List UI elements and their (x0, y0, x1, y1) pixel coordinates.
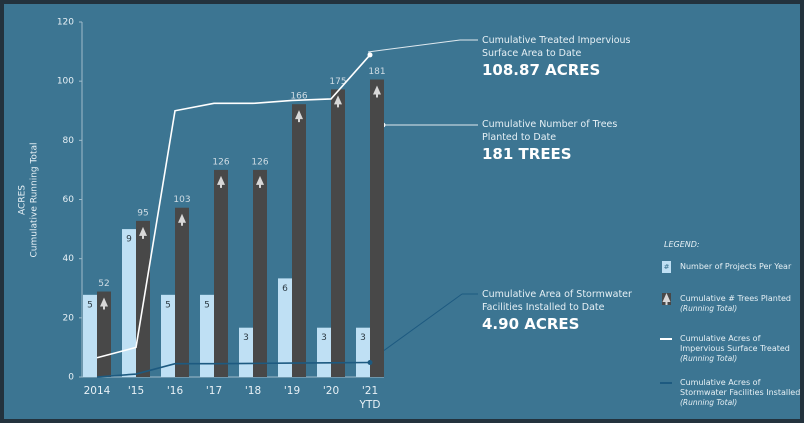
legend-item: Number of Projects Per Year (680, 262, 800, 272)
tree-icon (295, 110, 303, 123)
x-tick-label: 2014 (84, 385, 111, 397)
bar (356, 327, 370, 377)
bar (370, 79, 384, 378)
bar-value-label: 3 (360, 333, 366, 343)
bar (122, 229, 136, 377)
bar (214, 169, 228, 377)
dashboard: ACRES Cumulative Running Total 0 20 40 60 80… (4, 4, 800, 419)
legend-item: Cumulative Acres of Impervious Surface T… (680, 334, 800, 364)
legend-item: Cumulative Acres of Stormwater Facilitie… (680, 378, 800, 408)
bar (136, 220, 150, 377)
y-tick-label: 60 (63, 195, 75, 205)
legend-swatch (662, 261, 671, 273)
bar-value-label: 3 (243, 333, 249, 343)
bar-value-label: 103 (173, 195, 190, 205)
end-point (367, 52, 373, 58)
tree-icon (373, 85, 381, 98)
y-tick-label: 120 (57, 18, 74, 28)
x-tick-label: '20 (323, 385, 339, 397)
bar-value-label: 9 (126, 235, 132, 245)
bar-value-label: 5 (165, 300, 171, 310)
y-tick-label: 80 (63, 136, 75, 146)
x-tick-label: '17 (206, 385, 222, 397)
bar (175, 207, 189, 377)
tree-icon (100, 297, 108, 310)
legend-icon: # (664, 263, 670, 271)
bar (200, 294, 214, 377)
y-axis-label: Cumulative Running Total (30, 143, 40, 258)
bar (83, 294, 97, 377)
y-tick-label: 100 (57, 77, 74, 87)
bar-value-label: 95 (137, 208, 148, 218)
legend-item: Cumulative # Trees Planted (Running Total… (680, 294, 800, 314)
line (96, 54, 371, 359)
y-tick-label: 40 (63, 254, 75, 264)
tree-icon (217, 175, 225, 188)
bar-value-label: 3 (321, 333, 327, 343)
annotation: Cumulative Treated Impervious Surface Ar… (482, 34, 652, 80)
line (96, 361, 371, 378)
tree-icon (256, 175, 264, 188)
annotation: Cumulative Area of Stormwater Facilities… (482, 288, 642, 334)
legend-label: Number of Projects Per Year (680, 262, 792, 271)
bar (278, 278, 292, 377)
annotation-value: 108.87 ACRES (482, 61, 601, 79)
x-tick-note: YTD (359, 399, 381, 411)
bar (292, 104, 306, 377)
legend-title: LEGEND: (664, 240, 700, 249)
annotation-leader (367, 39, 461, 53)
tree-icon (139, 226, 147, 239)
annotation-text: Cumulative Number of Trees Planted to Da… (482, 119, 618, 143)
y-tick-label: 0 (68, 373, 74, 383)
x-tick-label: '19 (284, 385, 300, 397)
bar (239, 327, 253, 377)
tree-icon (178, 213, 186, 226)
annotation-value: 4.90 ACRES (482, 315, 580, 333)
annotation-text: Cumulative Treated Impervious Surface Ar… (482, 35, 631, 59)
x-tick-label: '21 (362, 385, 378, 397)
y-tick-label: 20 (63, 313, 75, 323)
bar-value-label: 166 (290, 92, 307, 102)
bar-value-label: 5 (87, 300, 93, 310)
x-tick-label: '16 (167, 385, 184, 397)
y-axis-label: ACRES (18, 185, 28, 215)
legend-note: (Running Total) (680, 398, 738, 407)
end-point (367, 360, 373, 366)
bar (331, 89, 345, 377)
chart: ACRES Cumulative Running Total 0 20 40 60 80… (18, 18, 672, 411)
legend-label: Cumulative # Trees Planted (680, 294, 791, 303)
annotation: Cumulative Number of Trees Planted to Da… (482, 118, 632, 164)
bar-value-label: 126 (212, 157, 229, 167)
bar-value-label: 6 (282, 284, 288, 294)
bar (253, 169, 267, 377)
legend-note: (Running Total) (680, 354, 738, 363)
bar-value-label: 52 (98, 279, 109, 289)
legend-label: Cumulative Acres of Stormwater Facilitie… (680, 378, 800, 397)
annotation-text: Cumulative Area of Stormwater Facilities… (482, 289, 632, 313)
bar-value-label: 175 (329, 77, 346, 87)
x-tick-label: '18 (245, 385, 261, 397)
bar (161, 294, 175, 377)
annotation-value: 181 TREES (482, 145, 572, 163)
tree-icon (662, 293, 671, 305)
legend-label: Cumulative Acres of Impervious Surface T… (680, 334, 790, 353)
bar-value-label: 126 (251, 157, 268, 167)
bar-value-label: 5 (204, 300, 210, 310)
x-tick-label: '15 (128, 385, 144, 397)
tree-icon (334, 95, 342, 108)
legend-note: (Running Total) (680, 304, 738, 313)
bar-value-label: 181 (368, 67, 385, 77)
bar (317, 327, 331, 377)
